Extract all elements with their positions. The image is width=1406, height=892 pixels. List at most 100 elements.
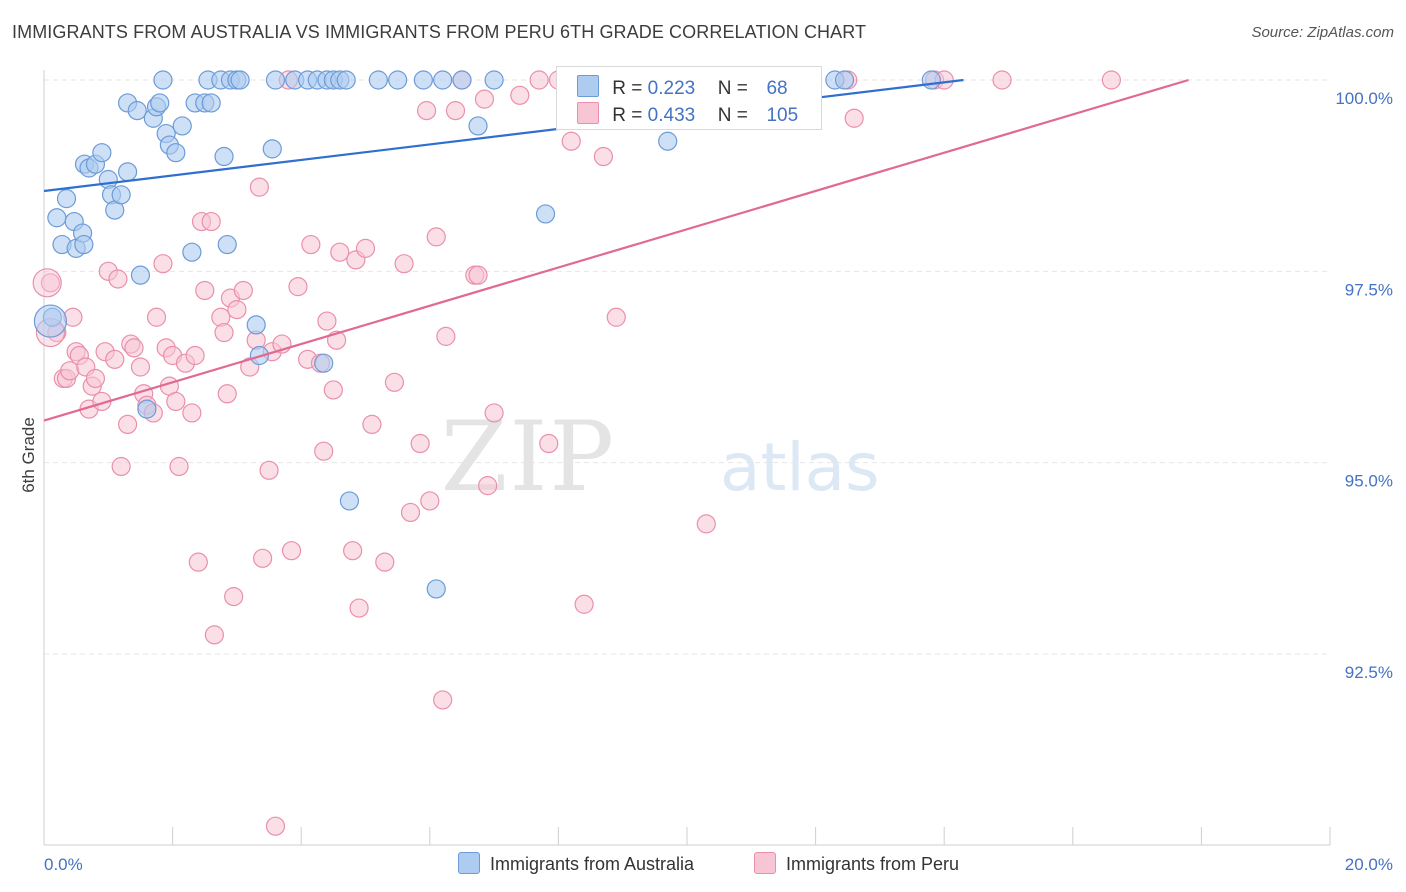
legend-item-peru[interactable]: Immigrants from Peru bbox=[754, 852, 959, 875]
australia-points bbox=[33, 70, 941, 599]
peru-point bbox=[281, 541, 302, 561]
peru-point bbox=[529, 70, 549, 90]
peru-point bbox=[259, 460, 279, 480]
australia-point bbox=[658, 131, 678, 151]
peru-point bbox=[169, 456, 189, 477]
peru-point bbox=[182, 403, 202, 423]
australia-point bbox=[388, 70, 408, 90]
australia-point bbox=[201, 93, 221, 113]
series-legend: Immigrants from Australia Immigrants fro… bbox=[0, 852, 1406, 878]
peru-point bbox=[111, 456, 131, 477]
y-tick-labels: 92.5% 95.0% 97.5% 100.0% bbox=[1335, 89, 1393, 682]
peru-trendline bbox=[43, 78, 1189, 422]
peru-point bbox=[510, 85, 530, 105]
peru-point bbox=[349, 598, 369, 618]
peru-point bbox=[992, 70, 1012, 90]
peru-point bbox=[253, 548, 273, 568]
australia-point bbox=[137, 399, 157, 419]
australia-point bbox=[314, 353, 334, 373]
peru-point bbox=[124, 338, 144, 358]
legend-label-australia: Immigrants from Australia bbox=[490, 854, 695, 874]
australia-point bbox=[452, 70, 472, 90]
peru-point bbox=[323, 380, 343, 400]
peru-point bbox=[188, 552, 208, 572]
legend-item-australia[interactable]: Immigrants from Australia bbox=[458, 852, 694, 875]
peru-point bbox=[60, 361, 80, 381]
peru-point bbox=[593, 146, 614, 167]
australia-point bbox=[56, 189, 77, 209]
peru-point bbox=[384, 372, 405, 392]
australia-point bbox=[74, 234, 94, 255]
source-label: Source: ZipAtlas.com bbox=[1251, 24, 1394, 41]
australia-point bbox=[265, 70, 286, 90]
peru-legend-swatch bbox=[754, 852, 776, 874]
australia-point-large bbox=[33, 304, 68, 338]
peru-point bbox=[426, 227, 446, 247]
y-tick-label: 97.5% bbox=[1345, 280, 1393, 299]
australia-point bbox=[166, 143, 186, 163]
peru-point bbox=[416, 101, 437, 121]
peru-swatch bbox=[577, 102, 599, 124]
peru-point bbox=[478, 476, 498, 496]
australia-point bbox=[150, 93, 170, 113]
legend-row-australia: R = 0.223 N = 68 bbox=[577, 75, 788, 99]
peru-point bbox=[844, 108, 864, 128]
australia-point bbox=[172, 116, 192, 136]
peru-point bbox=[1101, 70, 1121, 90]
legend-row-peru: R = 0.433 N = 105 bbox=[577, 102, 798, 126]
peru-point bbox=[301, 234, 321, 255]
peru-point bbox=[314, 441, 334, 461]
peru-point bbox=[436, 326, 456, 346]
australia-point bbox=[433, 70, 453, 90]
peru-point bbox=[204, 625, 224, 645]
peru-point bbox=[40, 273, 61, 293]
legend-n-label: N = bbox=[717, 105, 748, 126]
peru-point bbox=[696, 514, 716, 534]
axes bbox=[43, 70, 1331, 846]
peru-point bbox=[265, 816, 286, 836]
peru-point bbox=[400, 502, 421, 523]
peru-point bbox=[185, 345, 205, 366]
peru-point bbox=[420, 491, 440, 511]
peru-point bbox=[394, 254, 414, 274]
australia-point bbox=[214, 146, 234, 167]
australia-point bbox=[47, 208, 67, 228]
chart-title: IMMIGRANTS FROM AUSTRALIA VS IMMIGRANTS … bbox=[12, 22, 867, 42]
peru-point bbox=[362, 414, 382, 434]
legend-n-value-australia: 68 bbox=[766, 78, 788, 99]
grid bbox=[44, 79, 1330, 655]
peru-point bbox=[146, 307, 167, 327]
peru-point bbox=[484, 403, 504, 423]
legend-n-label: N = bbox=[717, 78, 748, 99]
peru-point bbox=[85, 368, 106, 389]
australia-point bbox=[130, 265, 151, 285]
australia-point bbox=[921, 70, 941, 90]
y-axis-label: 6th Grade bbox=[19, 417, 38, 493]
australia-point bbox=[117, 162, 138, 182]
australia-point bbox=[339, 491, 360, 511]
peru-point bbox=[606, 307, 626, 327]
australia-point bbox=[111, 185, 131, 205]
peru-point bbox=[317, 311, 337, 331]
x-tick-label: 0.0% bbox=[44, 855, 83, 874]
x-tick-labels: 0.0% 20.0% bbox=[44, 855, 1393, 874]
peru-point bbox=[375, 552, 395, 572]
correlation-legend: R = 0.223 N = 68 R = 0.433 N = 105 bbox=[556, 66, 822, 130]
peru-point bbox=[217, 384, 237, 404]
peru-point-large bbox=[32, 268, 62, 298]
australia-point bbox=[92, 143, 112, 163]
australia-point bbox=[127, 101, 147, 121]
y-tick-label: 100.0% bbox=[1335, 89, 1393, 108]
y-tick-label: 92.5% bbox=[1345, 663, 1393, 682]
australia-point bbox=[336, 70, 356, 90]
peru-point bbox=[355, 238, 376, 258]
legend-r-label: R = bbox=[612, 105, 643, 126]
peru-point bbox=[574, 594, 594, 614]
trendlines bbox=[43, 78, 1189, 422]
peru-point bbox=[214, 322, 234, 343]
australia-point bbox=[413, 70, 433, 90]
peru-point bbox=[224, 586, 244, 607]
peru-point bbox=[108, 269, 128, 289]
legend-r-label: R = bbox=[612, 78, 643, 99]
australia-point bbox=[182, 242, 202, 262]
